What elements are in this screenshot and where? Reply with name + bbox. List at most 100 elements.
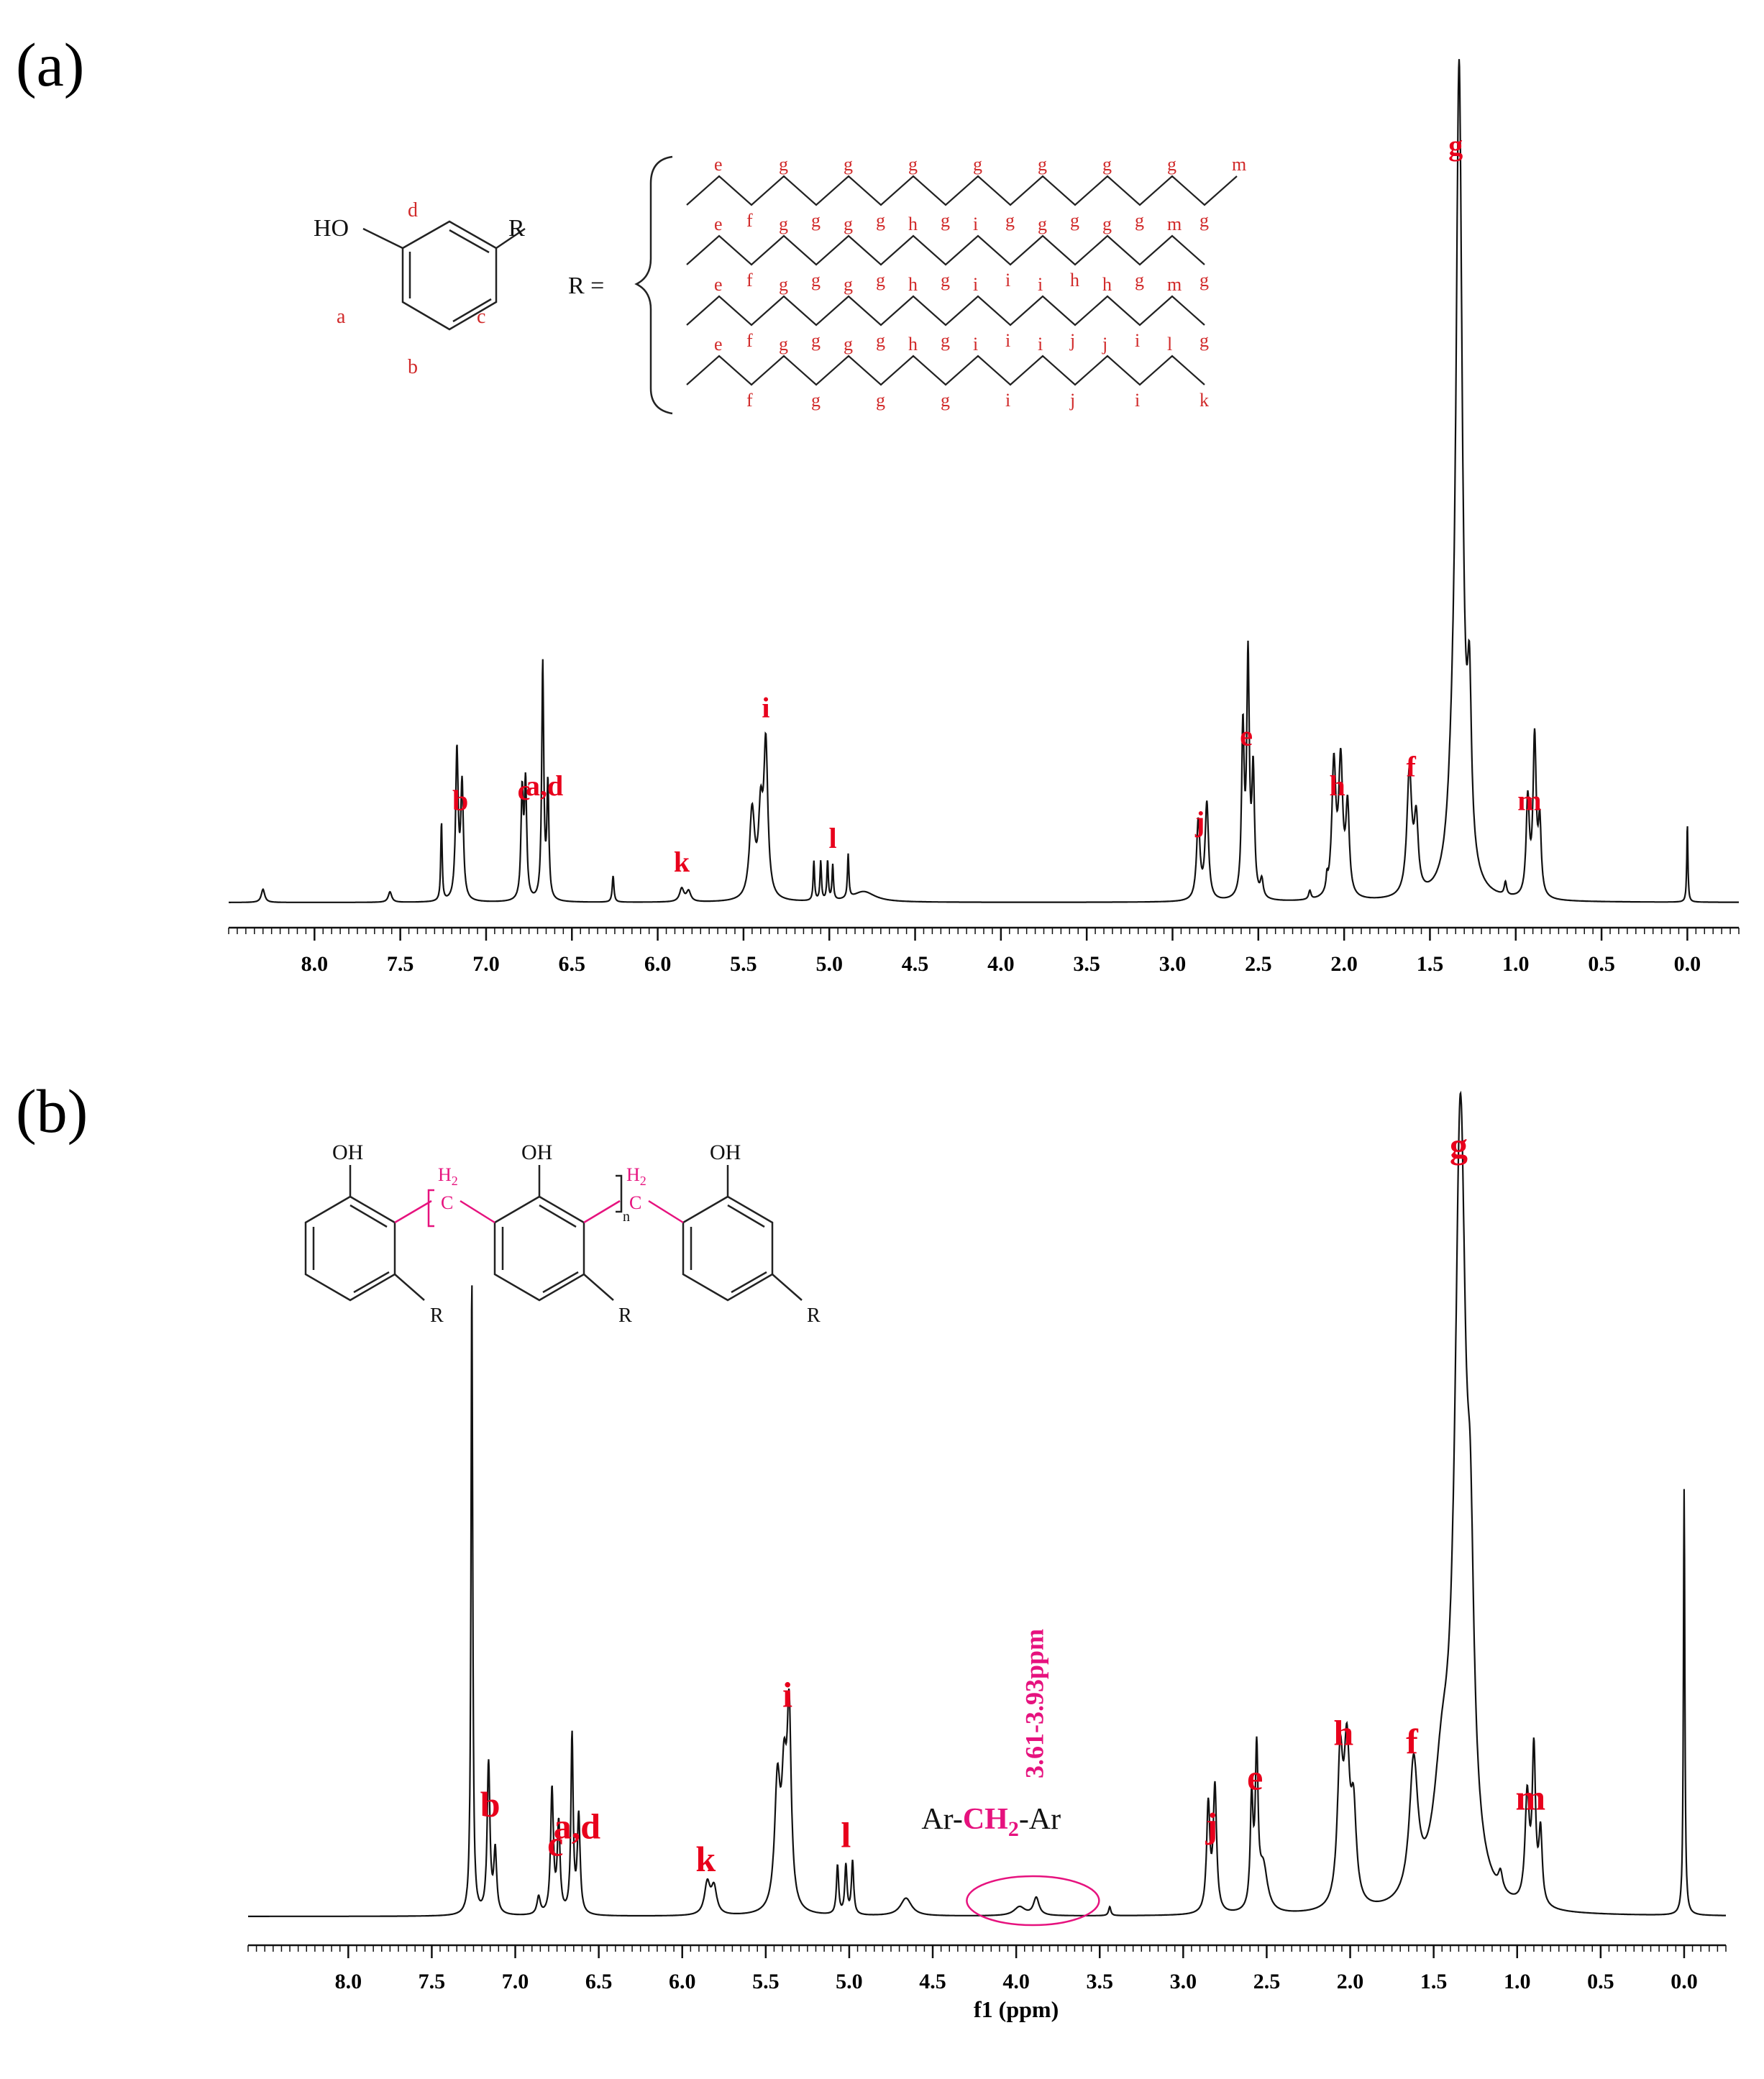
tick-label: 8.0 <box>335 1970 362 1993</box>
chain-atom-label: g <box>941 210 950 231</box>
chain-atom-label: i <box>1135 390 1140 411</box>
spectrum-b-plot: 8.0 7.5 7.0 6.5 6.0 5.5 5.0 4.5 4.0 3.5 3.0 2.5 2.0 1… <box>247 1090 1727 2022</box>
chain-atom-label: g <box>844 154 853 175</box>
bridge-bond <box>583 1200 621 1224</box>
peak-label-m: m <box>1517 785 1541 817</box>
tick-label: 7.0 <box>502 1970 529 1993</box>
spectrum-trace <box>248 1090 1726 1917</box>
tick-label: 1.5 <box>1420 1970 1448 1993</box>
chain-atom-label: g <box>811 390 821 411</box>
chain-atom-label: f <box>746 390 753 411</box>
chain-atom-label: g <box>779 154 788 175</box>
chain-atom-label: j <box>1069 330 1075 351</box>
chain-atom-label: g <box>1199 270 1209 291</box>
chain-atom-label: e <box>714 334 723 355</box>
side-chains: efggggggggggggggmefgggghgiighggmgefggggh… <box>686 154 1246 411</box>
peak-label-c: c <box>518 774 531 806</box>
chain-atom-label: g <box>876 270 885 291</box>
oh-label-2: OH <box>521 1141 552 1164</box>
peak-label-b: b <box>452 785 468 817</box>
chain-atom-label: j <box>1069 390 1075 411</box>
chain-atom-label: m <box>1232 154 1246 175</box>
oh-label-3: OH <box>710 1141 741 1164</box>
chain-atom-label: h <box>908 274 918 295</box>
chain-atom-label: g <box>1102 214 1112 234</box>
tick-label: 3.0 <box>1159 952 1187 976</box>
chain-atom-label: k <box>1199 390 1209 411</box>
peak-label-g: g <box>1450 1125 1468 1166</box>
peak-label-c: c <box>547 1824 563 1864</box>
benzene-ring <box>401 220 498 331</box>
tick-label: 8.0 <box>301 952 329 976</box>
panel-label-a: (a) <box>16 30 85 99</box>
chain-atom-label: g <box>941 270 950 291</box>
peak-label-m: m <box>1515 1778 1545 1818</box>
chain-atom-label: g <box>1038 214 1047 234</box>
tick-label: 6.0 <box>644 952 672 976</box>
chain-atom-label: g <box>1070 210 1079 231</box>
chain-atom-label: i <box>1038 274 1043 295</box>
chain-atom-label: g <box>1199 330 1209 351</box>
c-label-2: C <box>629 1192 641 1213</box>
chain-atom-label: g <box>1135 270 1144 291</box>
spectrum-a-chart: HO R a b c d R = efggggggggggggggmefgggg… <box>228 59 1740 976</box>
h2-label-2: H2 <box>626 1164 646 1188</box>
chain-atom-label: i <box>1005 330 1010 351</box>
bracket-right <box>616 1174 623 1213</box>
tick-label: 1.5 <box>1417 952 1444 976</box>
bridge-bond <box>394 1200 432 1224</box>
ring-label-a: a <box>337 306 346 328</box>
chain-atom-label: e <box>714 154 723 175</box>
tick-label: 4.0 <box>987 952 1015 976</box>
chain-atom-label: g <box>1199 210 1209 231</box>
chain-atom-label: i <box>973 334 978 355</box>
spectrum-a-plot: 8.0 7.5 7.0 6.5 6.0 5.5 5.0 4.5 4.0 3.5 3.0 2.5 2.0 1… <box>228 59 1740 976</box>
peak-label-j: j <box>1194 805 1205 838</box>
bridge-bond <box>648 1200 684 1224</box>
tick-label: 2.0 <box>1337 1970 1364 1993</box>
ch2-range-label: 3.61-3.93ppm <box>1020 1629 1048 1778</box>
ring-double-bond <box>452 298 492 323</box>
chain-atom-label: i <box>1135 330 1140 351</box>
chain-atom-label: g <box>1167 154 1176 175</box>
ring-double-bond <box>731 1271 767 1294</box>
tick-label: 7.0 <box>472 952 500 976</box>
peak-label-e: e <box>1240 720 1253 752</box>
r-label-3: R <box>807 1304 821 1327</box>
tick-label: 2.5 <box>1253 1970 1281 1993</box>
tick-label: 2.0 <box>1330 952 1358 976</box>
ring-label-c: c <box>477 306 485 328</box>
peak-label-k: k <box>674 846 690 878</box>
chain-line <box>686 175 1238 206</box>
chain-atom-label: g <box>876 330 885 351</box>
ho-label: HO <box>314 215 349 242</box>
methylene-bridges <box>394 1189 684 1228</box>
tick-label: 3.5 <box>1086 1970 1113 1993</box>
r-label-1: R <box>430 1304 444 1327</box>
spectrum-trace <box>229 59 1739 903</box>
chain-atom-label: g <box>1005 210 1015 231</box>
x-axis-label: f1 (ppm) <box>974 1996 1059 2022</box>
chain-atom-label: m <box>1167 274 1182 295</box>
chain-line <box>686 355 1205 386</box>
benzene-ring-3 <box>682 1195 774 1302</box>
chain-line <box>686 234 1205 266</box>
panel-b: (b) <box>0 1021 1764 2079</box>
tick-label: 5.0 <box>836 1970 863 1993</box>
peak-label-h: h <box>1329 769 1345 802</box>
tick-label: 3.5 <box>1073 952 1100 976</box>
tick-label: 1.0 <box>1502 952 1530 976</box>
cardanol-structure-labels: HO R a b c d R = <box>314 199 604 378</box>
chain-atom-label: g <box>811 210 821 231</box>
ring-double-bond <box>449 229 490 254</box>
peak-label-ad: a,d <box>554 1806 601 1846</box>
peak-label-i: i <box>762 691 769 723</box>
r-brace <box>634 155 673 415</box>
cardanol-structure <box>362 155 673 415</box>
chain-atom-label: f <box>746 330 753 351</box>
tick-label: 6.0 <box>669 1970 696 1993</box>
chain-atom-label: g <box>876 390 885 411</box>
h2-label-1: H2 <box>438 1164 458 1188</box>
chain-atom-label: i <box>973 274 978 295</box>
tick-label: 4.0 <box>1002 1970 1030 1993</box>
